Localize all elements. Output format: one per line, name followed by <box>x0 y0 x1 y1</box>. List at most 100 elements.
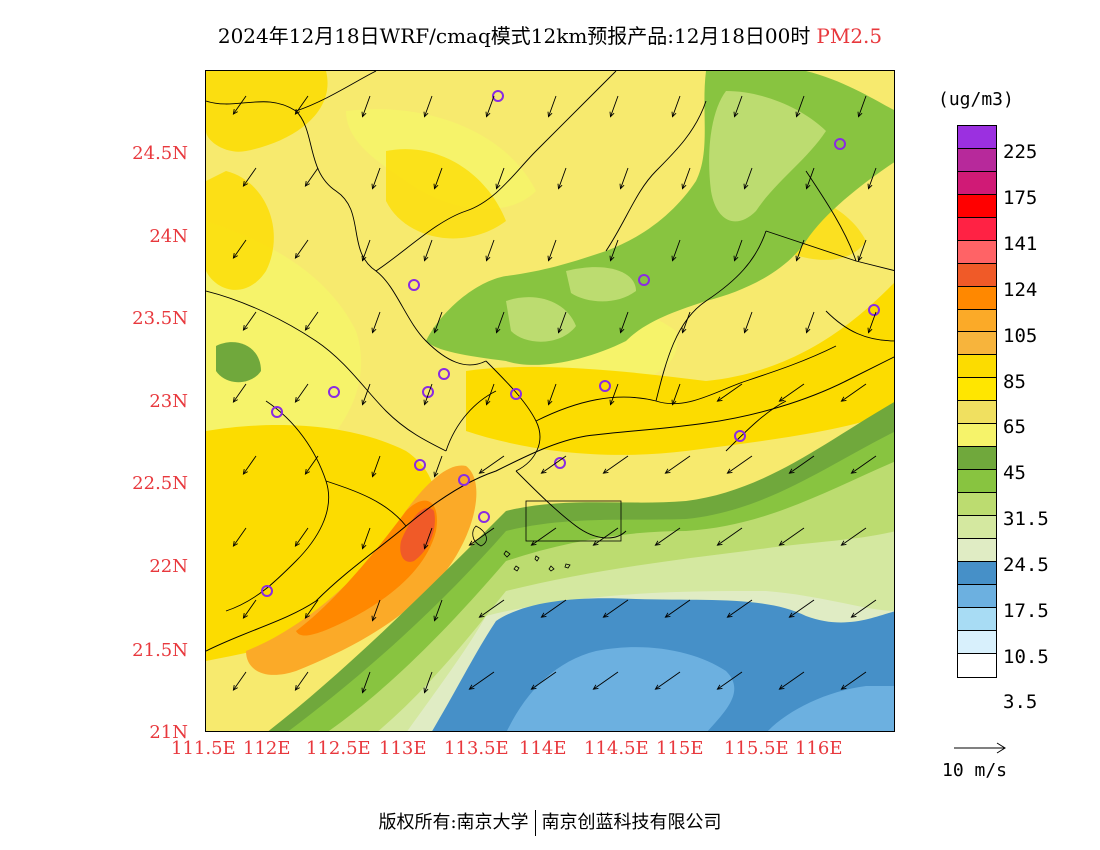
colorbar-label: 105 <box>1003 325 1038 347</box>
wind-arrow-head <box>743 327 749 334</box>
wind-arrow-head <box>423 111 429 118</box>
wind-arrow-head <box>485 255 491 262</box>
wind-arrow <box>868 167 877 189</box>
wind-arrow-head <box>371 471 377 478</box>
colorbar-swatch <box>958 653 996 677</box>
copyright-text: 版权所有:南京大学 <box>378 812 529 833</box>
wind-arrow-head <box>664 612 671 618</box>
wind-arrow <box>851 599 877 618</box>
admin-boundaries <box>206 71 894 612</box>
wind-arrow <box>305 311 319 331</box>
wind-arrow-head <box>433 615 439 622</box>
wind-arrow <box>541 455 567 474</box>
wind-arrow <box>548 95 557 117</box>
station-marker <box>408 279 420 291</box>
wind-arrow-head <box>294 685 300 691</box>
pm25-map <box>205 70 895 732</box>
wind-arrow <box>655 527 681 546</box>
colorbar-label: 10.5 <box>1003 646 1049 668</box>
wind-arrow <box>486 383 495 405</box>
wind-arrow-head <box>242 181 248 187</box>
colorbar-swatch <box>958 217 996 241</box>
chart-title: 2024年12月18日WRF/cmaq模式12km预报产品:12月18日00时 P… <box>0 20 1100 49</box>
wind-arrow-head <box>232 253 238 259</box>
wind-arrow-head <box>619 327 625 334</box>
wind-arrow-head <box>788 468 795 474</box>
wind-arrow-head <box>805 183 811 190</box>
wind-arrow-head <box>433 327 439 334</box>
wind-arrow-head <box>857 111 863 118</box>
wind-arrow <box>610 239 619 261</box>
y-tick-label: 24N <box>149 226 188 247</box>
wind-arrow-head <box>592 540 599 546</box>
wind-arrow <box>372 167 381 189</box>
wind-arrow <box>305 167 319 187</box>
wind-arrow <box>434 599 443 621</box>
wind-arrow <box>305 455 319 475</box>
wind-arrow-head <box>547 111 553 118</box>
y-tick-label: 23.5N <box>132 308 188 329</box>
wind-arrow-head <box>478 612 485 618</box>
wind-arrow <box>548 239 557 261</box>
wind-arrow-head <box>423 399 429 406</box>
red-orange-core <box>400 507 435 562</box>
wind-arrow <box>531 527 557 546</box>
company-text: 南京创蓝科技有限公司 <box>541 812 722 833</box>
wind-arrow-head <box>540 612 547 618</box>
wind-arrow <box>796 95 805 117</box>
wind-arrow-head <box>547 255 553 262</box>
wind-arrow-head <box>294 541 300 547</box>
wind-arrow-head <box>840 396 847 402</box>
wind-arrow-head <box>304 325 310 331</box>
station-marker <box>834 138 846 150</box>
wind-arrow-head <box>867 183 873 190</box>
wind-arrow <box>727 455 753 474</box>
wind-arrow <box>603 455 629 474</box>
colorbar-swatch <box>958 286 996 310</box>
wind-arrow <box>469 671 495 690</box>
y-tick-label: 23N <box>149 391 188 412</box>
x-tick-label: 112.5E <box>306 738 371 759</box>
y-tick-label: 22N <box>149 556 188 577</box>
colorbar-label: 31.5 <box>1003 508 1049 530</box>
wind-arrow <box>858 239 867 261</box>
wind-arrow-head <box>232 685 238 691</box>
wind-arrow <box>486 95 495 117</box>
wind-arrow <box>603 599 629 618</box>
colorbar-swatch <box>958 561 996 585</box>
dark-orange-area <box>296 500 437 636</box>
wind-arrow <box>841 383 867 402</box>
colorbar-label: 45 <box>1003 462 1026 484</box>
wind-arrow-head <box>485 399 491 406</box>
wind-arrow <box>717 527 743 546</box>
wind-arrow <box>243 455 257 475</box>
wind-arrow-head <box>733 255 739 262</box>
station-marker <box>868 304 880 316</box>
colorbar-label: 124 <box>1003 279 1038 301</box>
footer-divider <box>534 810 536 836</box>
wind-arrow <box>372 599 381 621</box>
wind-vectors <box>232 95 877 694</box>
station-marker <box>638 274 650 286</box>
colorbar-swatch <box>958 332 996 356</box>
colorbar-swatch <box>958 263 996 287</box>
wind-arrow-head <box>433 183 439 190</box>
colorbar-swatch <box>958 470 996 493</box>
wind-arrow <box>434 455 443 477</box>
x-tick-label: 115E <box>656 738 704 759</box>
wind-reference-arrow <box>954 742 1006 754</box>
wind-arrow-head <box>294 253 300 259</box>
colorbar-label: 175 <box>1003 187 1038 209</box>
colorbar-swatch <box>958 171 996 195</box>
wind-arrow-head <box>371 327 377 334</box>
wind-arrow-head <box>304 613 310 619</box>
colorbar-label: 85 <box>1003 371 1026 393</box>
wind-arrow <box>868 311 877 333</box>
wind-arrow-head <box>795 255 801 262</box>
wind-arrow-head <box>557 327 563 334</box>
y-tick-label: 21N <box>149 722 188 743</box>
wind-arrow <box>779 383 805 402</box>
x-tick-label: 112E <box>243 738 291 759</box>
wind-arrow-head <box>423 687 429 694</box>
wind-arrow-head <box>671 399 677 406</box>
